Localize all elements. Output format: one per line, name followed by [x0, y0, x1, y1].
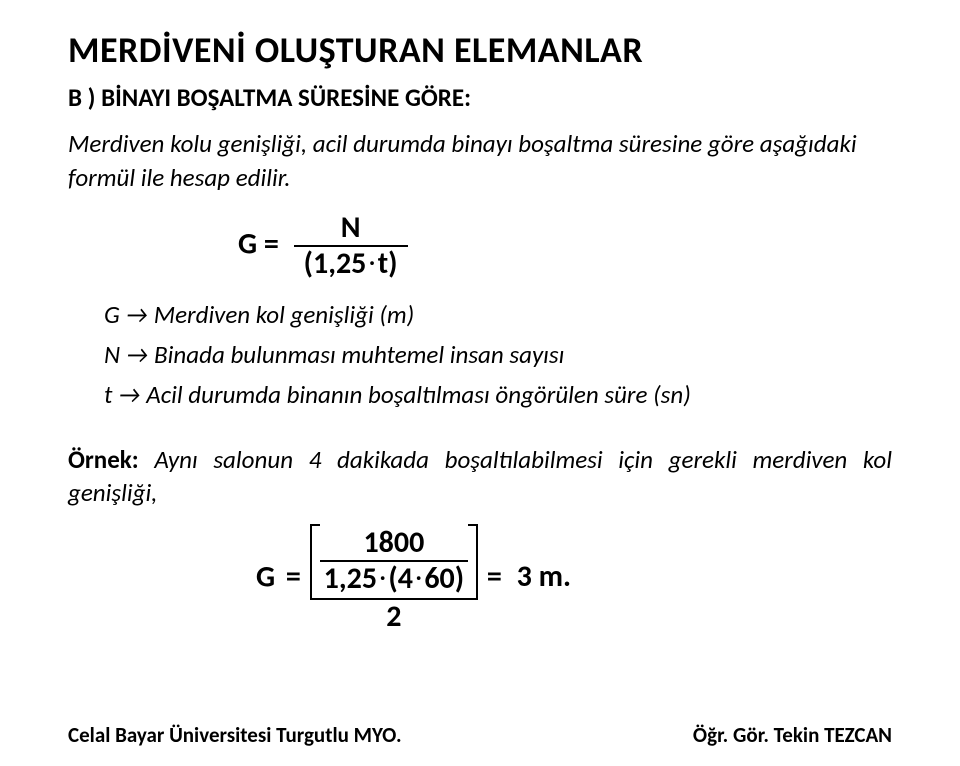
- numerator: N: [294, 213, 408, 245]
- slide-footer: Celal Bayar Üniversitesi Turgutlu MYO. Ö…: [68, 722, 892, 748]
- section-subtitle: B ) BİNAYI BOŞALTMA SÜRESİNE GÖRE:: [68, 82, 892, 113]
- inner-fraction: 1800 1,25·(4·60): [320, 528, 468, 594]
- outer-numerator: 1800 1,25·(4·60): [312, 526, 476, 598]
- example-text: Aynı salonun 4 dakikada boşaltılabilmesi…: [68, 444, 892, 509]
- outer-fraction: 1800 1,25·(4·60) 2: [312, 526, 476, 632]
- def-n: N → Binada bulunması muhtemel insan sayı…: [104, 335, 892, 375]
- def-g: G → Merdiven kol genişliği (m): [104, 295, 892, 335]
- footer-left: Celal Bayar Üniversitesi Turgutlu MYO.: [68, 722, 402, 748]
- fraction: N (1,25·t): [294, 213, 408, 279]
- open-paren: (: [304, 245, 313, 282]
- slide-page: MERDİVENİ OLUŞTURAN ELEMANLAR B ) BİNAYI…: [0, 0, 960, 766]
- multiply-dot: ·: [366, 251, 377, 275]
- formula-example-wrap: G = 1800 1,25·(4·60) 2 = 3 m.: [256, 526, 892, 632]
- multiply-dot: ·: [413, 566, 424, 590]
- inner-numerator: 1800: [320, 528, 468, 560]
- close-paren: ): [455, 560, 464, 597]
- formula2-result: 3 m.: [513, 558, 571, 595]
- example-paragraph: Örnek: Aynı salonun 4 dakikada boşaltıla…: [68, 443, 892, 511]
- close-paren: ): [388, 245, 397, 282]
- formula2-lhs: G: [256, 558, 275, 595]
- formula-lhs: G: [238, 225, 257, 262]
- inner-den-left: 1,25: [324, 560, 377, 597]
- inner-denominator: 1,25·(4·60): [320, 560, 468, 594]
- intro-paragraph: Merdiven kolu genişliği, acil durumda bi…: [68, 127, 892, 195]
- inner-den-mid: 4: [398, 560, 413, 597]
- den-left: 1,25: [313, 245, 366, 282]
- page-title: MERDİVENİ OLUŞTURAN ELEMANLAR: [68, 28, 892, 72]
- equals-sign: =: [483, 558, 506, 595]
- left-bracket: [310, 524, 320, 600]
- multiply-dot: ·: [377, 566, 388, 590]
- def-t: t → Acil durumda binanın boşaltılması ön…: [104, 375, 892, 415]
- outer-denominator: 2: [312, 598, 476, 632]
- example-label: Örnek:: [68, 444, 139, 475]
- denominator: (1,25·t): [294, 245, 408, 279]
- equals-sign: =: [282, 558, 305, 595]
- footer-right: Öğr. Gör. Tekin TEZCAN: [693, 722, 892, 748]
- open-paren: (: [388, 560, 397, 597]
- inner-den-right: 60: [424, 560, 454, 597]
- right-bracket: [468, 524, 478, 600]
- formula-example: G = 1800 1,25·(4·60) 2 = 3 m.: [256, 526, 571, 632]
- equals-sign: =: [264, 225, 286, 262]
- formula-g-equals-n-over-1-25t: G = N (1,25·t): [238, 213, 892, 279]
- den-right: t: [378, 245, 388, 282]
- symbol-definitions: G → Merdiven kol genişliği (m) N → Binad…: [104, 295, 892, 415]
